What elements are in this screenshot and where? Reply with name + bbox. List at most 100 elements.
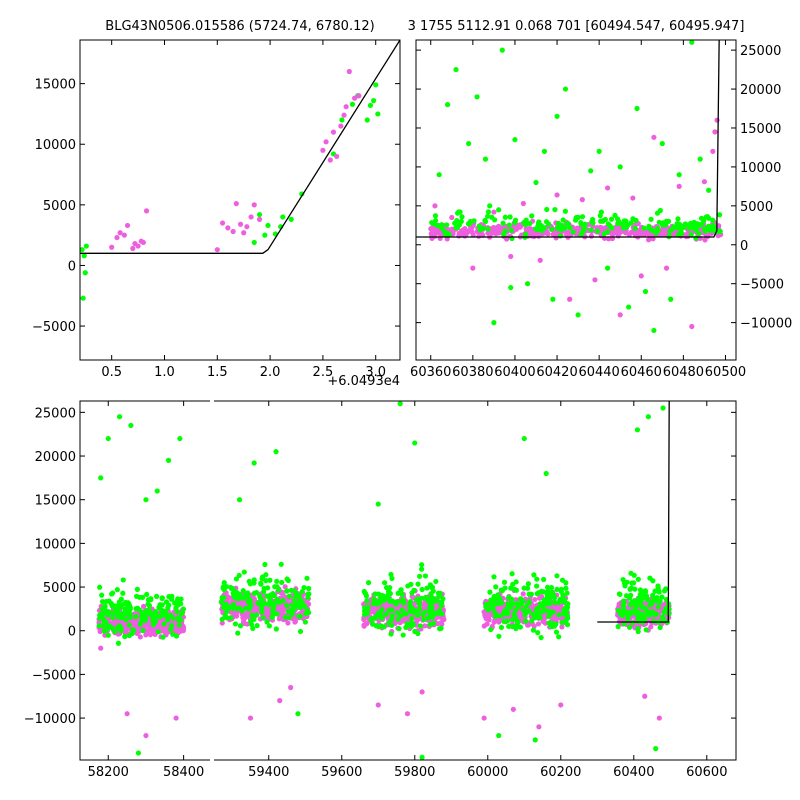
full-band-9-point [629,580,635,586]
full-band-6-point [536,595,543,601]
full-band-1-point [159,595,165,602]
zoom-series-1-point [244,224,250,230]
full-band-3-point [218,599,224,605]
full-band-7-point [509,623,516,630]
season-band-1-point [501,231,507,237]
full-band-5-point [386,607,392,613]
full-band-7-point [558,586,564,592]
season-xtick-label: 60500 [705,365,746,380]
season-band-1-point [694,221,700,227]
season-band-1-point [465,221,472,227]
zoom-xtick-label: 2.0 [260,365,281,380]
full-band-3-point [285,608,291,614]
full-series-0-point [653,746,659,752]
zoom-x-offset-label: +6.0493e4 [327,374,400,389]
full-band-3-point [260,614,266,620]
zoom-series-1-point [109,244,115,250]
full-band-3-point [302,619,309,625]
full-band-5-point [425,598,431,604]
full-band-1-point [136,607,143,613]
full-band-9-point [630,620,636,626]
season-band-1-point [579,229,586,235]
full-band-3-point [304,607,310,613]
full-ytick-label: 10000 [35,537,76,552]
full-band-5-point [388,631,394,637]
zoom-series-1-point [256,216,263,222]
season-series-1-point [714,117,720,123]
season-series-1-point [663,265,670,271]
zoom-frame [79,39,401,361]
season-series-1-point [676,183,682,189]
season-band-1-point [457,209,463,215]
full-band-5-point [438,602,444,609]
season-band-0-point [468,228,475,234]
zoom-ytick-label: 0 [68,259,76,274]
full-band-1-point [110,590,116,596]
full-band-2-point [276,604,282,610]
full-xtick-label: 58200 [88,765,129,780]
full-band-5-point [428,591,434,597]
season-panel-title: 3 1755 5112.91 0.068 701 [60494.547, 604… [408,19,745,34]
full-band-3-point [241,569,247,575]
zoom-series-0-point [373,82,379,88]
season-band-1-point [434,222,440,229]
season-series-0-point [676,172,682,178]
full-band-7-point [525,581,531,587]
full-band-3-point [280,597,286,604]
full-band-1-point [105,612,111,618]
full-band-1-point [96,623,102,629]
season-xtick-label: 60420 [536,365,577,380]
full-band-5-point [387,585,393,591]
season-ytick-label: 5000 [740,200,773,215]
zoom-series-0-point [364,117,370,123]
season-series-0-point [588,168,594,174]
full-band-3-point [267,596,273,602]
full-band-3-point [236,572,242,579]
full-band-3-point [245,590,251,596]
full-band-7-point [536,590,542,596]
season-frame [415,39,737,361]
full-band-1-point [118,615,124,621]
full-band-1-point [142,608,148,614]
zoom-xtick-label: 3.0 [365,365,386,380]
zoom-series-1-point [219,220,226,226]
axis-break-top [210,399,214,403]
full-band-7-point [515,604,522,610]
full-band-1-point [112,603,118,609]
season-band-1-point [500,220,506,226]
full-band-3-point [221,594,227,601]
full-band-1-point [178,617,184,623]
full-band-5-point [390,612,396,619]
full-band-9-point [628,592,634,598]
full-band-7-point [508,602,514,608]
full-band-9-point [659,594,665,600]
zoom-series-0-point [80,247,85,253]
full-band-5-point [419,566,425,572]
full-band-3-point [284,588,290,594]
full-band-9-point [661,609,667,615]
season-series-0-point [508,284,514,291]
full-band-3-point [257,595,263,601]
full-band-3-point [251,590,258,596]
full-band-0-point [147,632,154,638]
season-band-1-point [607,223,613,229]
zoom-series-0-point [299,191,305,197]
zoom-series-1-point [323,139,329,145]
season-band-1-point [482,218,489,225]
season-band-0-point [485,230,491,236]
season-band-1-point [570,229,576,235]
full-band-3-point [246,578,252,584]
season-series-1-point [710,148,716,154]
full-band-7-point [559,619,565,626]
season-band-1-point [682,221,688,227]
full-band-7-point [561,611,567,617]
zoom-panel: 0.5 1.0 1.5 2.0 2.5 3.0 −5000 0 5000 10000 15000 [32,39,401,380]
full-band-3-point [274,578,280,584]
full-band-1-point [146,608,152,614]
season-band-1-point [496,207,502,213]
zoom-series-1-point [251,202,257,208]
full-band-3-point [249,612,255,618]
zoom-xtick-label: 1.0 [154,365,175,380]
zoom-series-0-point [80,295,86,301]
full-band-7-point [564,622,571,628]
